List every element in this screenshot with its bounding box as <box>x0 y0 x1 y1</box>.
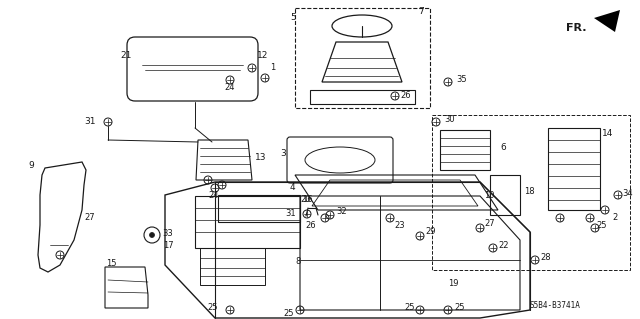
Text: 25: 25 <box>284 309 294 318</box>
Text: 14: 14 <box>602 129 613 137</box>
Text: 32: 32 <box>336 207 347 217</box>
Text: 3: 3 <box>280 149 285 158</box>
Text: 6: 6 <box>500 144 506 152</box>
Text: 13: 13 <box>255 153 266 162</box>
Circle shape <box>150 233 154 238</box>
Text: 5: 5 <box>290 13 296 23</box>
Text: FR.: FR. <box>566 23 586 33</box>
Text: 26: 26 <box>305 220 316 229</box>
Text: 21: 21 <box>120 50 131 60</box>
Text: 23: 23 <box>394 220 404 229</box>
Text: 10: 10 <box>484 191 495 201</box>
Text: 4: 4 <box>290 183 296 192</box>
Text: 1: 1 <box>270 63 275 72</box>
Text: S5B4-B3741A: S5B4-B3741A <box>530 301 581 310</box>
Text: 25: 25 <box>454 302 465 311</box>
Text: 28: 28 <box>540 253 550 262</box>
Text: 9: 9 <box>28 160 34 169</box>
Text: 16: 16 <box>302 196 312 204</box>
Text: 27: 27 <box>84 213 95 222</box>
Text: 35: 35 <box>456 76 467 85</box>
Text: 25: 25 <box>596 220 607 229</box>
Text: 15: 15 <box>106 258 116 268</box>
Text: 27: 27 <box>484 219 495 228</box>
Text: 8: 8 <box>295 256 300 265</box>
Text: 19: 19 <box>448 279 458 288</box>
Text: 31: 31 <box>84 117 96 127</box>
Text: 20: 20 <box>300 196 310 204</box>
Text: 30: 30 <box>444 115 454 124</box>
Text: 33: 33 <box>162 228 173 238</box>
Text: 25: 25 <box>404 302 415 311</box>
Text: 29: 29 <box>425 227 435 236</box>
Text: 18: 18 <box>524 188 534 197</box>
Text: 22: 22 <box>498 241 509 249</box>
Text: 12: 12 <box>257 50 268 60</box>
Text: 17: 17 <box>163 241 174 249</box>
Text: 2: 2 <box>612 213 617 222</box>
Text: 31: 31 <box>285 210 296 219</box>
Text: 26: 26 <box>400 92 411 100</box>
Text: 24: 24 <box>208 191 218 201</box>
Text: 24: 24 <box>224 83 234 92</box>
Text: 34: 34 <box>622 189 632 197</box>
Polygon shape <box>594 10 620 32</box>
Text: 7: 7 <box>418 8 424 17</box>
Text: 25: 25 <box>207 302 218 311</box>
